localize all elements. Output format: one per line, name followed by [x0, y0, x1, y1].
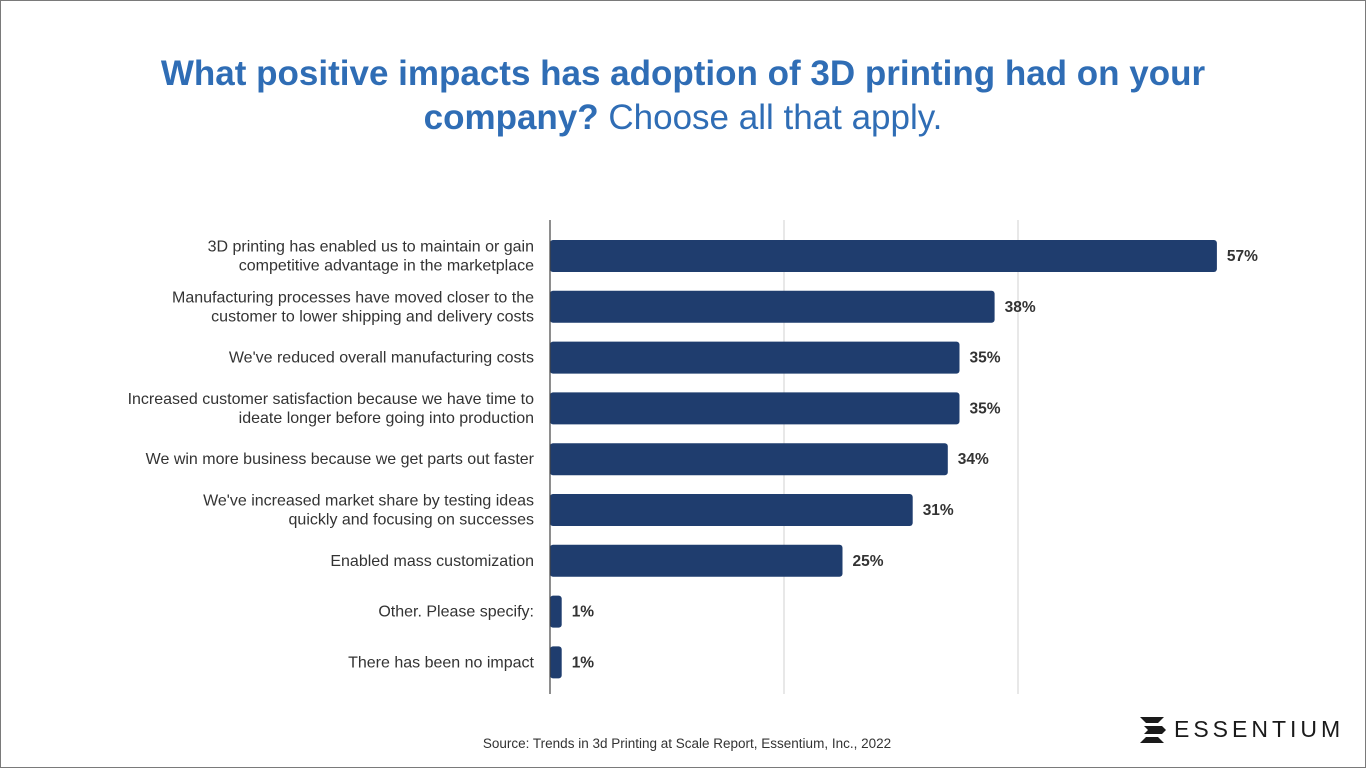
category-label-3: We've reduced overall manufacturing cost… [229, 350, 534, 367]
essentium-logo-icon [1140, 717, 1166, 743]
title-line-1: What positive impacts has adoption of 3D… [160, 54, 1206, 93]
source-note: Source: Trends in 3d Printing at Scale R… [482, 736, 892, 751]
bar-3 [550, 341, 960, 374]
category-label-6-line-1: We've increased market share by testing … [203, 493, 534, 510]
bar-6 [550, 494, 913, 526]
category-label-6-line-2: quickly and focusing on successes [289, 512, 534, 529]
bar-7 [550, 544, 843, 577]
category-label-7: Enabled mass customization [330, 553, 534, 570]
category-label-2-line-1: Manufacturing processes have moved close… [172, 289, 534, 306]
category-label-9: There has been no impact [348, 654, 534, 671]
category-label-1-line-1: 3D printing has enabled us to maintain o… [208, 239, 534, 256]
category-label-2-line-2: customer to lower shipping and delivery … [211, 308, 534, 325]
bar-1 [550, 240, 1217, 272]
essentium-wordmark: ESSENTIUM [1174, 716, 1345, 742]
data-label-6: 31% [923, 502, 954, 519]
bar-9 [550, 646, 562, 679]
category-label-4-line-2: ideate longer before going into producti… [239, 410, 534, 427]
bar-5 [550, 443, 948, 476]
data-label-2: 38% [1005, 299, 1036, 316]
category-label-5: We win more business because we get part… [146, 451, 535, 468]
chart-title: What positive impacts has adoption of 3D… [0, 52, 1366, 140]
category-label-1-line-2: competitive advantage in the marketplace [239, 258, 534, 275]
bar-8 [550, 595, 562, 628]
bar-2 [550, 290, 995, 323]
bar-4 [550, 392, 960, 425]
category-label-4-line-1: Increased customer satisfaction because … [128, 391, 535, 408]
data-label-7: 25% [853, 553, 884, 570]
data-label-5: 34% [958, 451, 989, 468]
data-label-3: 35% [970, 350, 1001, 367]
data-label-9: 1% [572, 654, 595, 671]
category-label-8: Other. Please specify: [378, 604, 534, 621]
data-label-4: 35% [970, 400, 1001, 417]
data-label-1: 57% [1227, 248, 1258, 265]
title-subtitle: Choose all that apply. [598, 98, 943, 137]
data-label-8: 1% [572, 604, 595, 621]
title-line-2-bold: company? [423, 98, 599, 137]
